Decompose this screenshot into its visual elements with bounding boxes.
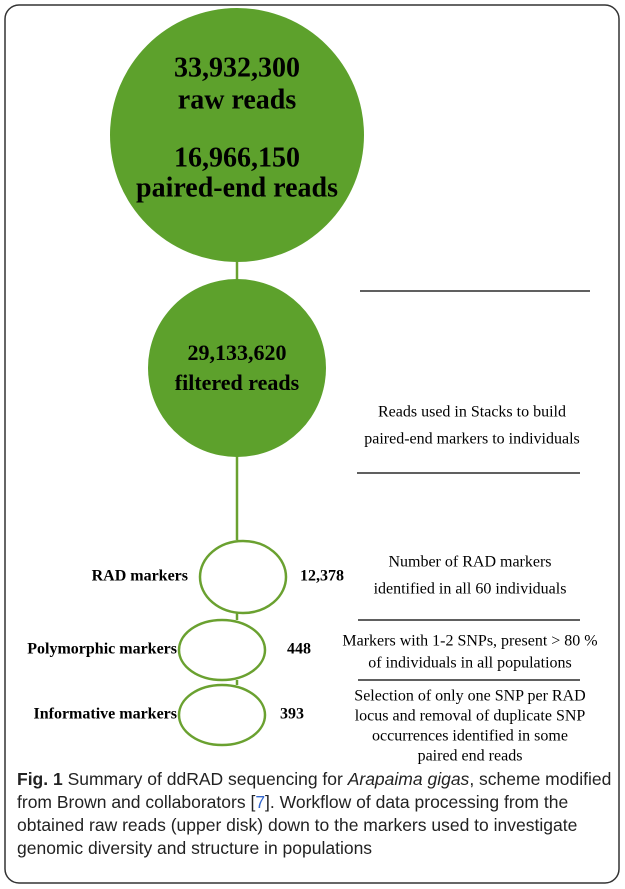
note: Selection of only one SNP per RAD: [354, 688, 585, 705]
disk-text: paired-end reads: [136, 172, 338, 203]
note: Number of RAD markers: [388, 554, 551, 571]
disk: [198, 539, 288, 615]
disk-text: 29,133,620: [188, 340, 287, 365]
disk-text: raw reads: [178, 84, 297, 115]
caption-text: ]. Workflow of data processing from the …: [17, 792, 578, 858]
count: 12,378: [300, 568, 344, 585]
note: paired end reads: [418, 748, 523, 765]
caption: Fig. 1 Summary of ddRAD sequencing for A…: [17, 768, 613, 860]
note: paired-end markers to individuals: [364, 431, 580, 448]
disk: [148, 279, 326, 457]
disk: [110, 8, 364, 262]
disk-label: Polymorphic markers: [27, 641, 177, 658]
disk-text: 16,966,150: [174, 142, 300, 173]
note: Markers with 1-2 SNPs, present > 80 %: [342, 633, 597, 650]
caption-species: Arapaima gigas: [347, 769, 470, 789]
caption-label: Fig. 1: [17, 769, 63, 789]
note: of individuals in all populations: [368, 655, 572, 672]
count: 448: [287, 641, 311, 658]
note: identified in all 60 individuals: [374, 581, 567, 598]
disk: [177, 683, 267, 747]
caption-ref[interactable]: 7: [255, 792, 266, 812]
disk-text: 33,932,300: [174, 52, 300, 83]
note: occurrences identified in some: [372, 728, 568, 745]
disk-label: RAD markers: [92, 568, 188, 585]
disk-text: filtered reads: [175, 370, 300, 395]
count: 393: [280, 706, 304, 723]
frame: [4, 4, 620, 884]
note: locus and removal of duplicate SNP: [355, 708, 586, 725]
caption-text: , scheme modified from Brown and collabo…: [17, 769, 612, 812]
disk-label: Informative markers: [33, 706, 177, 723]
caption-text: Summary of ddRAD sequencing for: [62, 769, 348, 789]
note: Reads used in Stacks to build: [378, 404, 566, 421]
disk: [177, 618, 267, 682]
